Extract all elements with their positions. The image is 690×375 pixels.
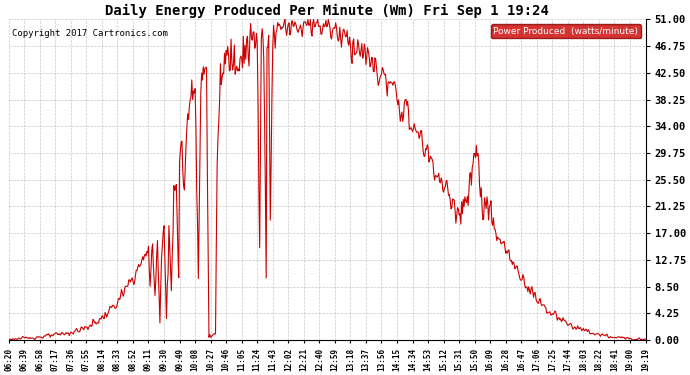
Text: Copyright 2017 Cartronics.com: Copyright 2017 Cartronics.com xyxy=(12,29,168,38)
Legend: Power Produced  (watts/minute): Power Produced (watts/minute) xyxy=(491,24,641,38)
Title: Daily Energy Produced Per Minute (Wm) Fri Sep 1 19:24: Daily Energy Produced Per Minute (Wm) Fr… xyxy=(105,4,549,18)
